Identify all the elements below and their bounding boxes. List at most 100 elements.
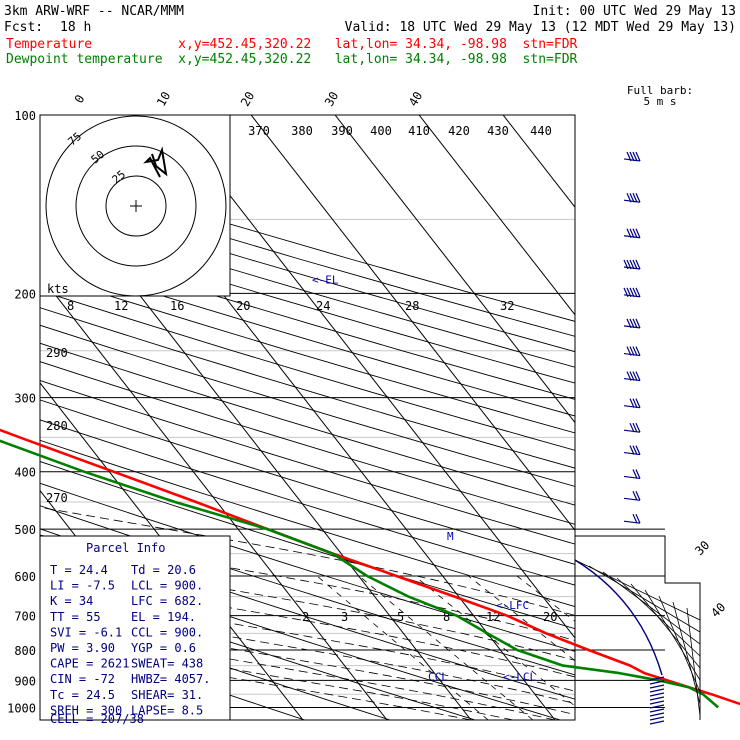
wind-barb-flag-0-3: [626, 151, 632, 162]
wind-barb-4: [623, 287, 641, 298]
theta-label-390: 390: [331, 124, 353, 138]
wind-low-680: [649, 676, 665, 681]
wind-barb-flag-5-2: [629, 318, 635, 329]
wind-barb-0: [623, 151, 641, 162]
wind-barb-flag-12-0: [635, 491, 641, 501]
isotherm--20: [40, 274, 388, 720]
wind-barb-flag-1-0: [635, 192, 641, 203]
wind-barb-2: [623, 228, 641, 239]
wind-barb-9: [623, 422, 641, 433]
wind-barb-flag-6-1: [632, 346, 638, 356]
wind-barb-flag-3-1: [632, 259, 638, 270]
wind-barb-staff-12: [623, 497, 641, 501]
wind-barb-staff-3: [623, 266, 641, 270]
moist-adiabat-9: [40, 506, 575, 616]
parcel-info-box: [39, 535, 231, 721]
forecast-label: Fcst:: [4, 20, 43, 35]
theta-left-label-280: 280: [46, 419, 68, 433]
dewpoint-trace: [0, 439, 720, 709]
theta-label-420: 420: [448, 124, 470, 138]
dry-adiabat-390: [40, 307, 575, 469]
wind-barb-flag-2-2: [629, 228, 635, 239]
wind-barb-flag-6-2: [629, 346, 635, 356]
pressure-label-900: 900: [14, 674, 36, 688]
valid-time: Valid: 18 UTC Wed 29 May 13 (12 MDT Wed …: [345, 20, 736, 35]
wind-low-716: [649, 712, 665, 717]
wind-barb-6: [623, 346, 641, 357]
mixing-ratio-label-12: 12: [486, 610, 500, 624]
wind-barb-flag-6-0: [635, 346, 641, 356]
moist-adiabat-2: [40, 626, 556, 720]
plot-frame: [39, 114, 576, 721]
wind-barb-flag-9-0: [635, 422, 641, 433]
hodograph-trace: [143, 146, 168, 178]
moist-adiabat-3: [40, 615, 575, 716]
isotherm-30: [334, 115, 575, 424]
wind-barb-flag-4-3: [626, 287, 632, 298]
wind-barb-staff-6: [623, 352, 641, 357]
wind-barb-flag-7-0: [635, 371, 641, 381]
parcel-row-left-9: SREH = 300: [50, 703, 122, 717]
dry-adiabat-440: [40, 225, 575, 384]
theta-label-370: 370: [248, 124, 270, 138]
speed-scale-16: 16: [170, 299, 184, 313]
wind-barb-flag-8-2: [629, 398, 635, 408]
wind-barb-flag-7-2: [629, 371, 635, 381]
wind-barb-flag-5-1: [632, 318, 638, 329]
wind-barb-flag-1-2: [629, 192, 635, 203]
parcel-row-left-4: SVI = -6.1: [50, 625, 122, 639]
parcel-row-left-0: T = 24.4: [50, 563, 108, 577]
mixing-ratio-label-3: 3: [341, 610, 348, 624]
wind-low-708: [649, 704, 665, 709]
annotation-2: <-LCL: [503, 670, 536, 683]
wind-scale-line-5: [644, 589, 700, 681]
pressure-label-700: 700: [14, 610, 36, 624]
mixing-ratio-3: [358, 575, 534, 720]
temperature-tick-30: 30: [322, 89, 341, 109]
annotation-0: <-EL: [312, 274, 339, 287]
moist-adiabat-4: [40, 603, 575, 705]
speed-scale-8: 8: [67, 299, 74, 313]
hodograph-ring-90: [45, 115, 227, 297]
wind-barb-flag-0-1: [632, 151, 638, 162]
wind-barb-10: [623, 445, 641, 456]
speed-scale-32: 32: [500, 299, 514, 313]
wind-low-720: [649, 716, 665, 721]
wind-barb-staff-11: [623, 475, 641, 480]
temperature-legend: Temperature x,y=452.45,320.22 lat,lon= 3…: [6, 37, 578, 52]
dry-adiabat-380: [40, 324, 575, 487]
wind-low-688: [649, 684, 665, 689]
pressure-label-800: 800: [14, 644, 36, 658]
wind-low-696: [649, 692, 665, 697]
pressure-label-400: 400: [14, 466, 36, 480]
parcel-row-left-1: LI = -7.5: [50, 579, 115, 593]
parcel-info-title: Parcel Info: [86, 541, 165, 555]
parcel-row-right-8: SHEAR= 31.: [131, 688, 203, 702]
parcel-row-left-3: TT = 55: [50, 610, 101, 624]
wind-barb-staff-5: [623, 325, 641, 329]
dry-adiabat-370: [40, 342, 575, 506]
wind-barb-flag-4-1: [632, 287, 638, 298]
temperature-tick-10: 10: [154, 89, 173, 109]
wind-low-724: [649, 720, 665, 725]
wind-barb-flag-11-0: [635, 469, 641, 479]
wind-scale-line-2: [602, 571, 700, 645]
mixing-ratio-8: [468, 575, 575, 662]
wind-scale-30: 30: [692, 538, 712, 558]
wind-barb-flag-9-2: [629, 422, 635, 433]
hodograph-units: kts: [47, 282, 69, 296]
wind-barb-flag-13-0: [635, 513, 641, 524]
wind-low-692: [649, 688, 665, 693]
dry-adiabat-410: [40, 273, 575, 434]
speed-scale-20: 20: [236, 299, 250, 313]
wind-barb-13: [623, 513, 641, 524]
wind-barb-staff-13: [623, 520, 641, 524]
mixing-ratio-label-8: 8: [443, 610, 450, 624]
moist-adiabat-0: [40, 644, 472, 720]
wind-scale-40: 40: [708, 600, 728, 620]
wind-barb-flag-2-3: [626, 228, 632, 239]
theta-label-400: 400: [370, 124, 392, 138]
axis-layer: 100 200 300 400 500 600 700 800 900 1000 0 10 20 30 40…: [7, 89, 576, 721]
